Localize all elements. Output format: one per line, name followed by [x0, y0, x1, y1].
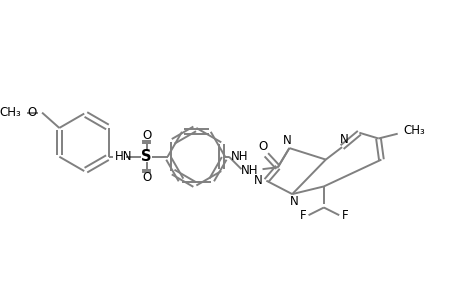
- Text: CH₃: CH₃: [0, 106, 21, 119]
- Text: F: F: [341, 209, 347, 222]
- Text: CH₃: CH₃: [403, 124, 424, 137]
- Text: N: N: [339, 133, 347, 146]
- Text: F: F: [299, 209, 305, 222]
- Text: N: N: [282, 134, 291, 147]
- Text: HN: HN: [115, 150, 132, 163]
- Text: NH: NH: [230, 150, 248, 163]
- Text: N: N: [289, 195, 298, 208]
- Text: N: N: [254, 174, 263, 187]
- Text: O: O: [257, 140, 267, 153]
- Text: S: S: [141, 149, 151, 164]
- Text: O: O: [141, 171, 151, 184]
- Text: O: O: [141, 129, 151, 142]
- Text: NH: NH: [241, 164, 258, 177]
- Text: O: O: [28, 106, 37, 119]
